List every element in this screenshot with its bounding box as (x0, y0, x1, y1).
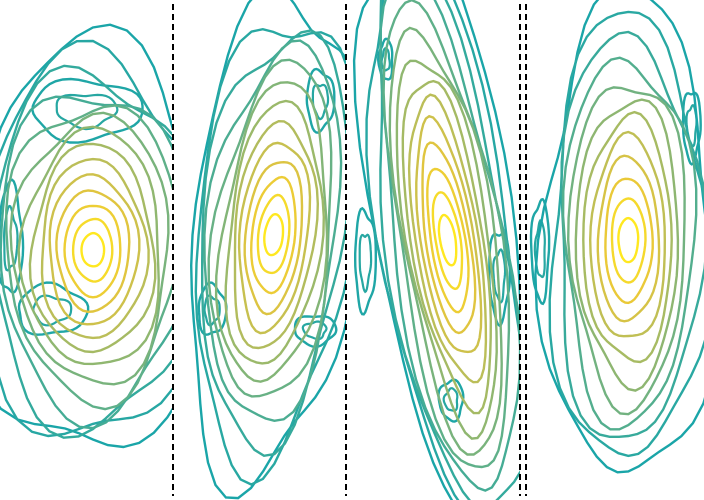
contour-level-1 (189, 0, 346, 500)
contour-level-9 (237, 141, 312, 335)
side-lobe-contour (533, 219, 546, 279)
contour-level-2 (548, 10, 704, 458)
side-lobe-contour (354, 206, 377, 316)
contour-level-6 (9, 111, 170, 386)
contour-level-3 (0, 64, 172, 439)
contour-level-3 (379, 0, 520, 500)
contour-panel-3 (352, 0, 520, 500)
contour-level-1 (534, 0, 704, 474)
contour-level-5 (382, 0, 511, 469)
contour-level-5 (566, 86, 686, 416)
contour-level-11 (421, 141, 477, 335)
contour-level-9 (40, 157, 150, 340)
contour-level-5 (5, 104, 172, 411)
side-lobe-contour (305, 67, 336, 134)
side-lobe-contour (55, 93, 119, 131)
contour-level-11 (55, 189, 131, 314)
contour-level-14 (80, 231, 106, 268)
contour-level-2 (365, 0, 520, 500)
side-lobe-contour (311, 83, 330, 121)
contour-level-10 (415, 114, 483, 354)
contour-level-7 (17, 125, 160, 366)
contour-level-12 (426, 167, 470, 314)
contour-level-6 (388, 26, 503, 456)
contour-level-10 (48, 173, 141, 326)
side-lobe-contour (492, 248, 507, 304)
contour-level-11 (249, 175, 297, 295)
contour-level-13 (263, 212, 285, 257)
contour-panel-2 (189, 0, 346, 500)
contour-level-4 (203, 39, 343, 423)
contour-level-14 (437, 213, 458, 267)
contour-panel-4 (529, 0, 704, 474)
contour-level-6 (214, 81, 329, 383)
contour-level-8 (28, 142, 157, 354)
contour-level-10 (604, 177, 654, 305)
contour-level-11 (610, 197, 647, 284)
side-lobe-contour (197, 281, 228, 336)
contour-level-2 (0, 39, 172, 438)
side-lobe-contour (358, 233, 373, 294)
contour-level-12 (63, 204, 122, 299)
contour-level-9 (407, 93, 488, 384)
contour-level-2 (194, 27, 346, 486)
contour-level-8 (401, 79, 493, 415)
contour-level-9 (596, 154, 661, 323)
contour-level-10 (243, 160, 304, 316)
contour-level-4 (561, 56, 698, 431)
contour-level-4 (379, 0, 520, 492)
contour-level-13 (71, 217, 114, 283)
contour-level-12 (256, 193, 291, 275)
contour-level-13 (431, 191, 464, 291)
contour-level-7 (582, 110, 673, 364)
contour-level-3 (201, 29, 346, 458)
contour-level-6 (574, 98, 680, 392)
contour-level-7 (395, 59, 498, 440)
contour-level-7 (224, 99, 326, 365)
contour-level-12 (617, 216, 640, 264)
contour-level-5 (207, 58, 333, 398)
side-lobe-contour (0, 178, 25, 294)
contour-level-8 (233, 119, 320, 350)
side-lobe-contour (376, 37, 394, 81)
contour-level-1 (0, 23, 172, 449)
contour-level-8 (588, 130, 667, 338)
contour-panel-1 (0, 23, 172, 449)
